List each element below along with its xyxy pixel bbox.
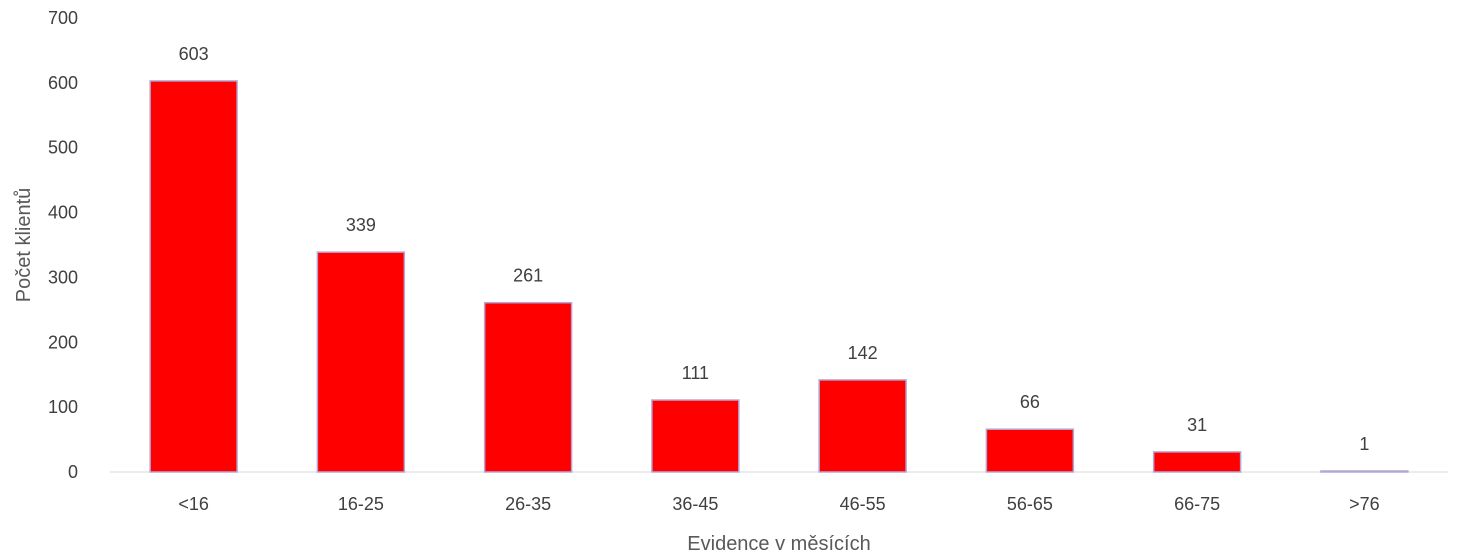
y-tick-label: 600	[48, 73, 78, 93]
y-tick-label: 400	[48, 203, 78, 223]
x-axis-category-labels: <16 16-25 26-35 36-45 46-55 56-65 66-75 >76	[178, 494, 1379, 514]
bar	[818, 379, 907, 473]
bar	[1320, 470, 1409, 473]
y-tick-label: 0	[68, 462, 78, 482]
bar	[149, 80, 238, 473]
bar-value-label: 1	[1359, 434, 1369, 454]
bar-value-label: 603	[179, 44, 209, 64]
bar	[483, 301, 573, 473]
x-category-label: 66-75	[1174, 494, 1220, 514]
bar-value-label: 261	[513, 266, 543, 286]
y-tick-label: 300	[48, 267, 78, 287]
x-category-label: 46-55	[840, 494, 886, 514]
data-labels: 603 339 261 111 142 66 31 1	[179, 44, 1370, 454]
bar-series	[149, 80, 1409, 473]
x-category-label: 16-25	[338, 494, 384, 514]
y-tick-label: 700	[48, 8, 78, 28]
x-category-label: 56-65	[1007, 494, 1053, 514]
x-category-label: <16	[178, 494, 209, 514]
bar-value-label: 111	[682, 363, 709, 383]
y-axis-title: Počet klientů	[13, 188, 35, 303]
y-tick-label: 100	[48, 397, 78, 417]
x-category-label: 26-35	[505, 494, 551, 514]
bar	[651, 399, 740, 473]
bar	[316, 251, 406, 473]
y-tick-label: 200	[48, 332, 78, 352]
bar-value-label: 66	[1020, 392, 1040, 412]
bar-value-label: 142	[848, 343, 878, 363]
y-axis-ticks: 0 100 200 300 400 500 600 700	[48, 8, 78, 482]
bar-value-label: 339	[346, 215, 376, 235]
x-category-label: 36-45	[672, 494, 718, 514]
x-category-label: >76	[1349, 494, 1380, 514]
bar	[985, 428, 1075, 473]
bar	[1152, 451, 1242, 473]
y-tick-label: 500	[48, 138, 78, 158]
bar-value-label: 31	[1187, 415, 1207, 435]
x-axis-title: Evidence v měsících	[687, 533, 870, 555]
